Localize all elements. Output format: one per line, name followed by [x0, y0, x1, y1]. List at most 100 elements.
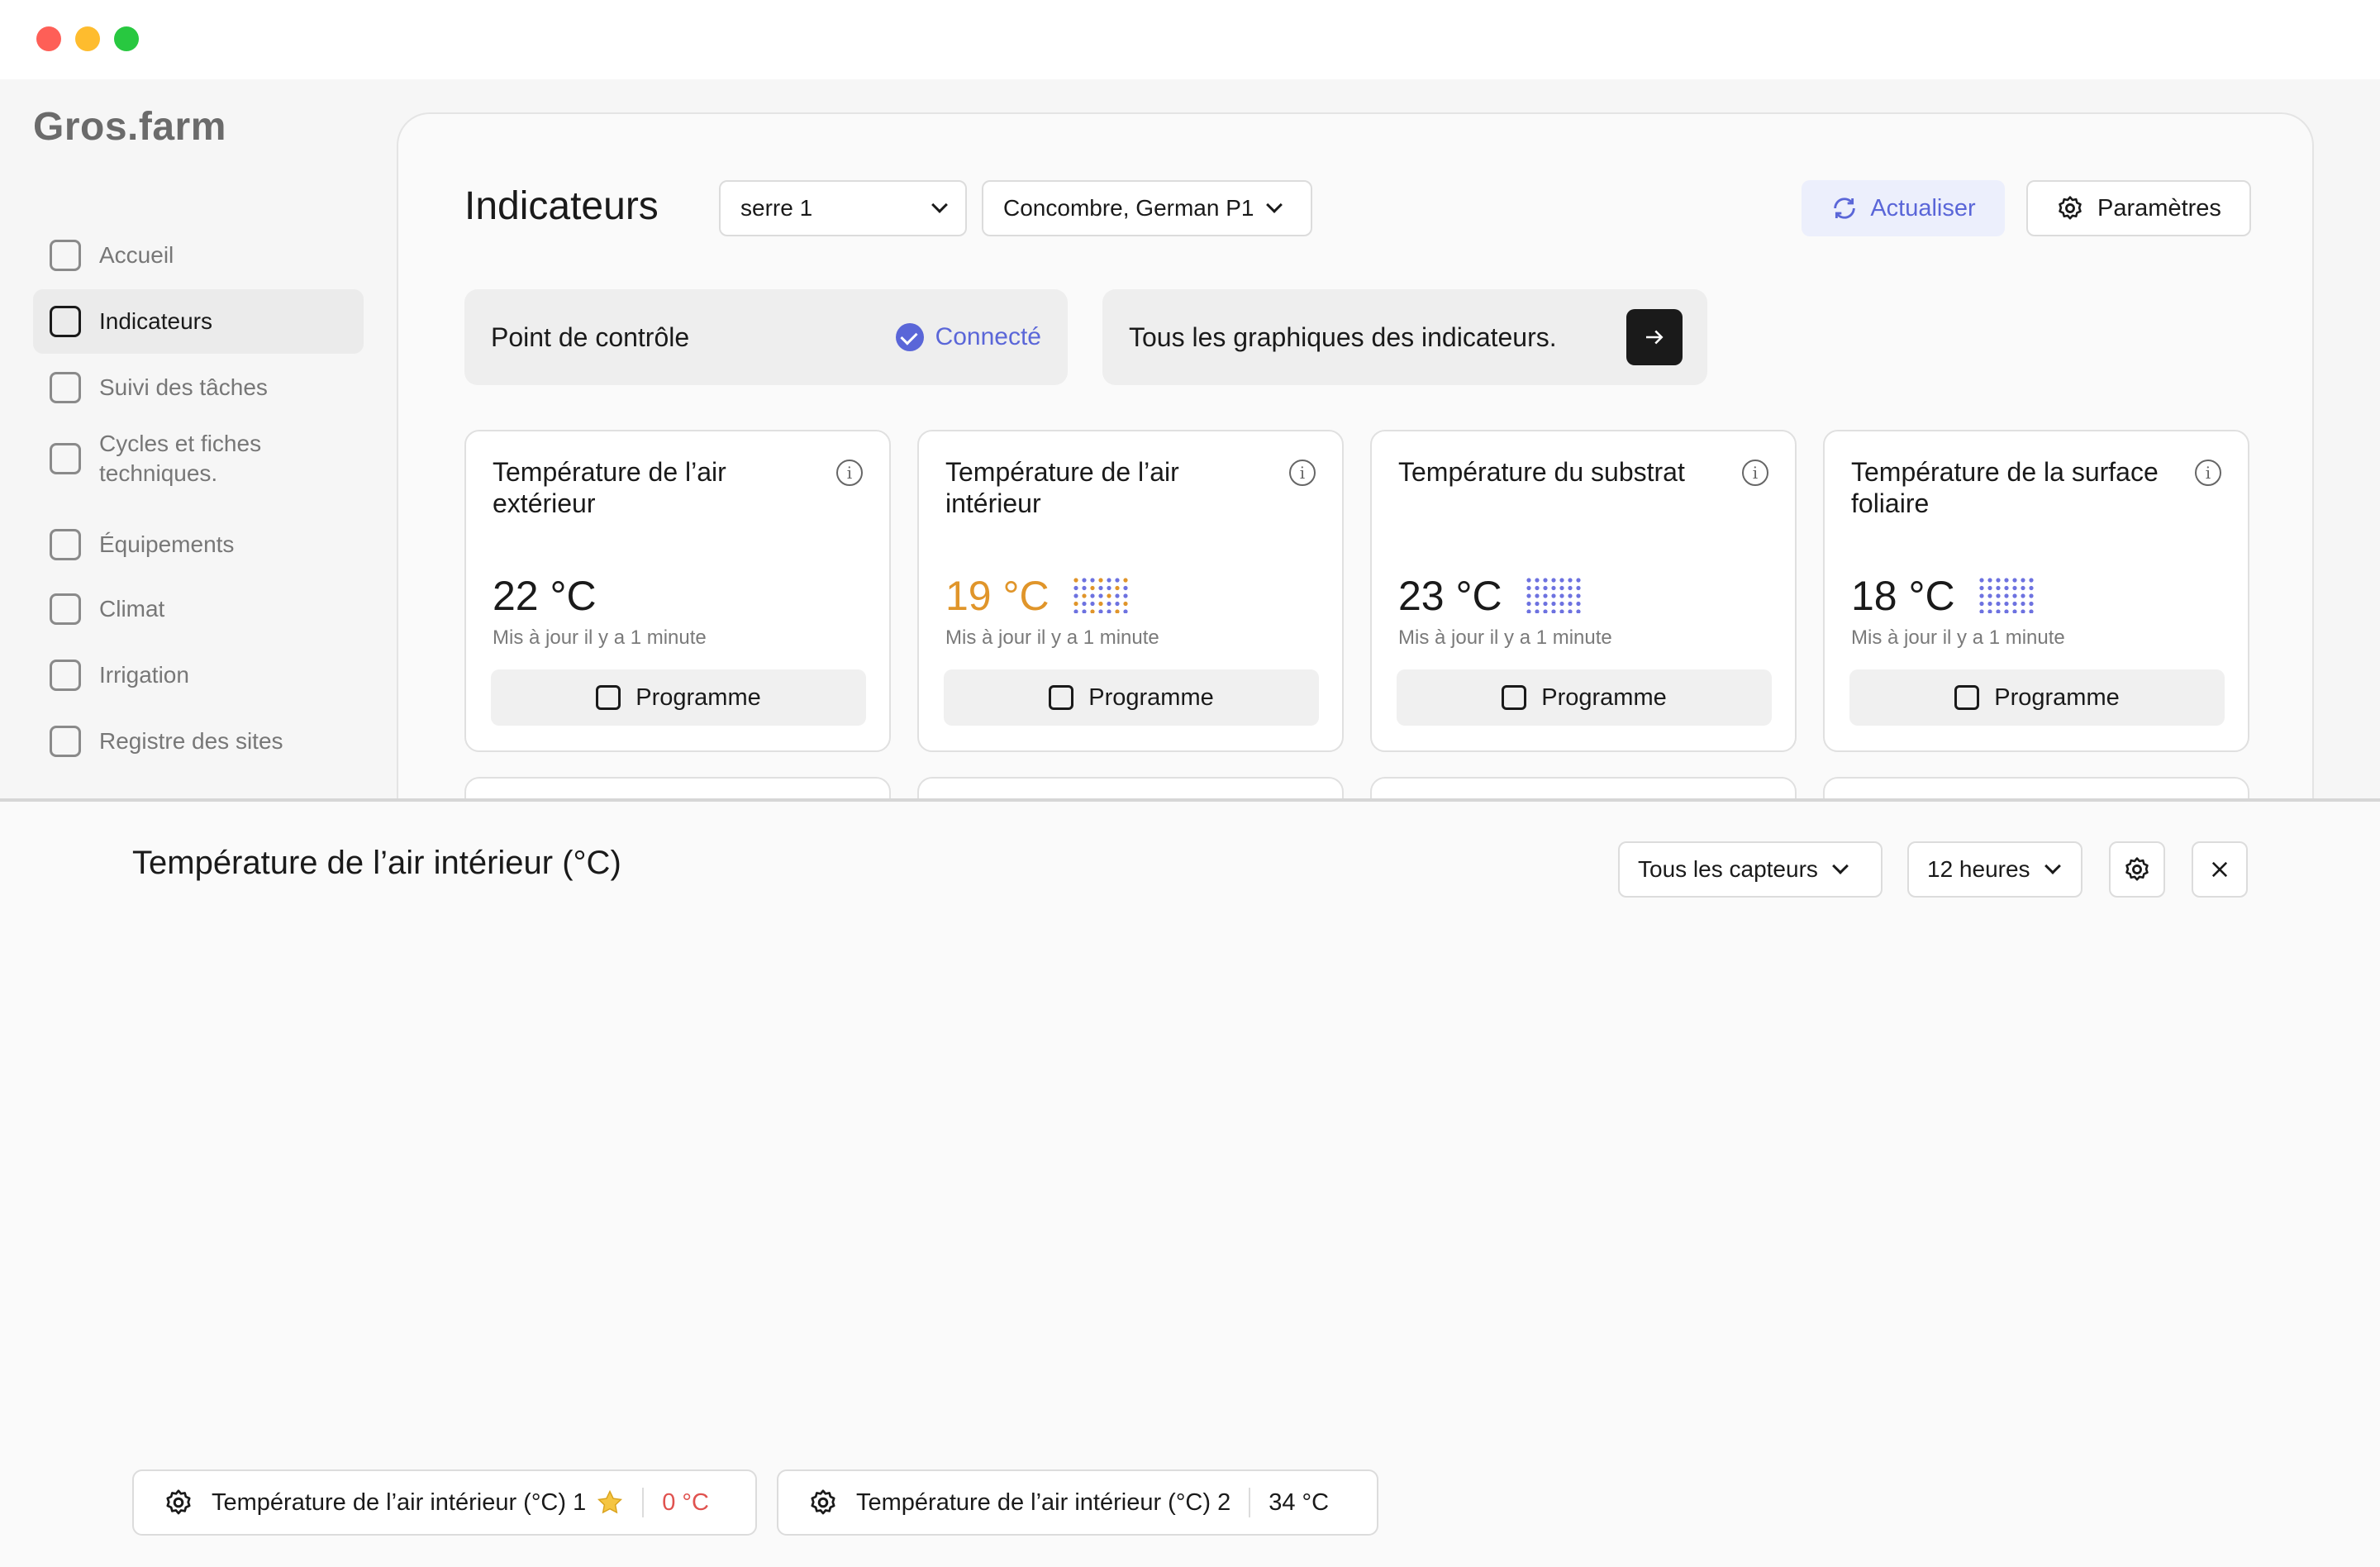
gear-icon [2125, 857, 2149, 881]
indicator-card-partial [464, 777, 891, 798]
schedule-button[interactable]: Programme [1397, 669, 1772, 726]
greenhouse-select[interactable]: serre 1 [719, 180, 967, 236]
page-title: Indicateurs [464, 184, 659, 228]
sidebar-item-irrigation[interactable]: Irrigation [33, 643, 364, 707]
chevron-down-icon [2044, 858, 2061, 874]
sidebar-item-equipment[interactable]: Équipements [33, 512, 364, 577]
gear-icon [2059, 196, 2082, 220]
legend-series-2[interactable]: Température de l’air intérieur (°C) 2 34… [777, 1469, 1378, 1536]
sidebar-item-label: Équipements [99, 531, 235, 557]
greenhouse-select-value: serre 1 [740, 195, 813, 221]
sensor-dots-icon [1979, 578, 2034, 613]
arrow-right-icon [1646, 330, 1664, 345]
sensor-dots-icon [1526, 578, 1581, 613]
indicator-card: Température du substrat i 23 °C Mis à jour … [1370, 430, 1797, 752]
indicator-updated: Mis à jour il y a 1 minute [945, 626, 1159, 649]
indicator-title: Température de l’air extérieur [493, 457, 726, 518]
time-range-select-value: 12 heures [1927, 856, 2030, 882]
sidebar-item-home[interactable]: Accueil [33, 223, 364, 288]
schedule-button-label: Programme [1541, 683, 1667, 711]
minimize-window-button[interactable] [75, 26, 100, 51]
sidebar-item-label: Cycles et fiches techniques. [99, 431, 262, 486]
refresh-button[interactable]: Actualiser [1802, 180, 2005, 236]
indicator-value: 23 °C [1398, 573, 1502, 619]
legend-series-1-label: Température de l’air intérieur (°C) 1 [212, 1488, 587, 1516]
chart-title: Température de l’air intérieur (°C) [132, 845, 621, 881]
equipment-icon [50, 529, 81, 560]
indicator-card-partial [1370, 777, 1797, 798]
gear-icon[interactable] [164, 1488, 193, 1517]
sensor-select[interactable]: Tous les capteurs [1618, 841, 1883, 898]
all-charts-label: Tous les graphiques des indicateurs. [1129, 321, 1557, 352]
settings-label: Paramètres [2097, 194, 2221, 221]
sidebar-item-document[interactable]: Cycles et fiches techniques. [33, 426, 364, 491]
all-charts-arrow-button[interactable] [1626, 309, 1683, 365]
info-icon[interactable]: i [1289, 460, 1316, 486]
info-icon[interactable]: i [2195, 460, 2221, 486]
legend-series-1[interactable]: Température de l’air intérieur (°C) 1 0 … [132, 1469, 757, 1536]
sidebar: Gros.farm Accueil Indicateurs Suivi des tâ… [0, 79, 395, 798]
irrigation-icon [50, 660, 81, 691]
info-icon[interactable]: i [836, 460, 863, 486]
chart-drawer: 0202530354000010203040506070809101112139… [0, 798, 2380, 1567]
grid-icon [50, 726, 81, 757]
indicator-title: Température de l’air intérieur [945, 457, 1179, 518]
info-icon[interactable]: i [1742, 460, 1768, 486]
sidebar-item-label: Accueil [99, 242, 174, 268]
legend-series-2-label: Température de l’air intérieur (°C) 2 [856, 1488, 1231, 1516]
sensor-dots-icon [1073, 578, 1128, 613]
schedule-button-label: Programme [635, 683, 761, 711]
schedule-button[interactable]: Programme [491, 669, 866, 726]
legend-series-2-value: 34 °C [1269, 1488, 1330, 1516]
indicator-updated: Mis à jour il y a 1 minute [1398, 626, 1612, 649]
sidebar-item-label: Climat [99, 596, 165, 622]
sidebar-item-label: Suivi des tâches [99, 374, 268, 400]
schedule-button-label: Programme [1994, 683, 2120, 711]
indicator-updated: Mis à jour il y a 1 minute [493, 626, 707, 649]
temperature-chart[interactable]: 0202530354000010203040506070809101112139… [0, 802, 2380, 1446]
refresh-icon [1834, 198, 1856, 219]
main-panel: Indicateurs serre 1 Concombre, German P1… [397, 112, 2314, 798]
sidebar-item-camera[interactable]: Indicateurs [33, 289, 364, 354]
time-range-select[interactable]: 12 heures [1907, 841, 2082, 898]
star-icon[interactable] [596, 1488, 624, 1517]
checkpoint-label: Point de contrôle [491, 321, 690, 352]
sidebar-item-label: Registre des sites [99, 728, 283, 754]
indicator-title: Température du substrat [1398, 457, 1685, 487]
chart-icon [596, 685, 621, 710]
check-icon [895, 323, 924, 351]
connection-status: Connecté [895, 323, 1041, 351]
chart-settings-button[interactable] [2109, 841, 2165, 898]
all-charts-strip[interactable]: Tous les graphiques des indicateurs. [1102, 289, 1707, 385]
schedule-button[interactable]: Programme [1849, 669, 2225, 726]
crop-select-value: Concombre, German P1 [1003, 195, 1254, 221]
schedule-button[interactable]: Programme [944, 669, 1319, 726]
chart-icon [1049, 685, 1074, 710]
indicator-value: 22 °C [493, 573, 597, 619]
settings-button[interactable]: Paramètres [2026, 180, 2251, 236]
close-drawer-button[interactable] [2192, 841, 2248, 898]
close-icon [2211, 861, 2228, 878]
calendar-icon [50, 372, 81, 403]
indicator-card-partial [917, 777, 1344, 798]
checkpoint-strip: Point de contrôle Connecté [464, 289, 1068, 385]
sidebar-item-label: Irrigation [99, 662, 189, 688]
crop-select[interactable]: Concombre, German P1 [982, 180, 1312, 236]
window-titlebar [0, 0, 2380, 79]
camera-icon [50, 306, 81, 337]
maximize-window-button[interactable] [114, 26, 139, 51]
schedule-button-label: Programme [1088, 683, 1214, 711]
sidebar-item-thermometer[interactable]: Climat [33, 577, 364, 641]
connection-status-label: Connecté [935, 323, 1041, 350]
chart-icon [1502, 685, 1527, 710]
sidebar-item-grid[interactable]: Registre des sites [33, 709, 364, 774]
sidebar-item-calendar[interactable]: Suivi des tâches [33, 355, 364, 420]
app-logo[interactable]: Gros.farm [33, 105, 226, 149]
legend-series-1-value: 0 °C [662, 1488, 709, 1516]
sidebar-item-label: Indicateurs [99, 308, 212, 334]
close-window-button[interactable] [36, 26, 61, 51]
thermometer-icon [50, 593, 81, 625]
chevron-down-icon [1266, 197, 1283, 213]
gear-icon[interactable] [808, 1488, 838, 1517]
indicator-card: Température de l’air extérieur i 22 °C Mis … [464, 430, 891, 752]
